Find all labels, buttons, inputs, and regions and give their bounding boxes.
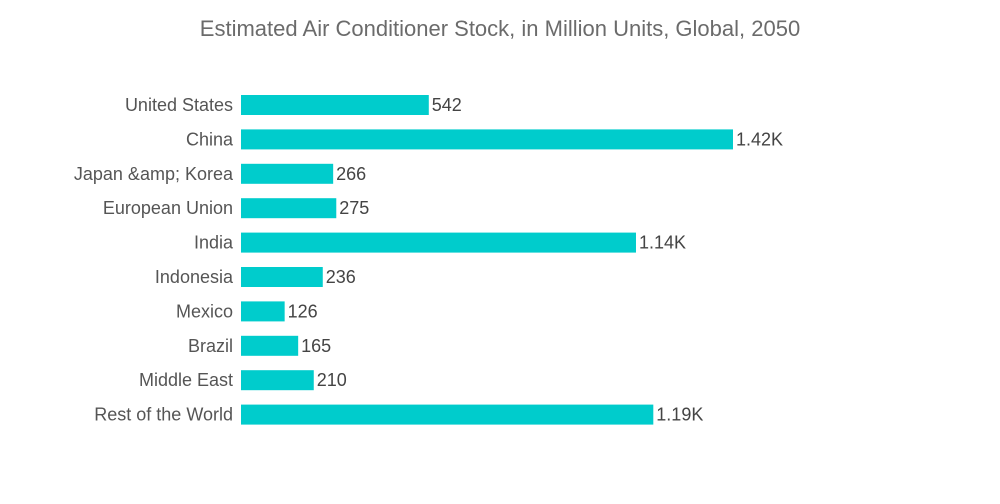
category-label: Mexico [176,301,233,321]
category-label: Brazil [188,336,233,356]
bar[interactable] [241,129,733,150]
bar[interactable] [241,198,337,219]
data-label: 542 [432,95,462,115]
bar[interactable] [241,335,299,356]
category-label: Japan &amp; Korea [74,164,234,184]
data-label: 1.42K [736,129,783,149]
data-label: 1.14K [639,233,686,253]
category-label: China [186,129,234,149]
chart-title: Estimated Air Conditioner Stock, in Mill… [199,16,801,41]
category-label: United States [125,95,233,115]
category-label: Indonesia [155,267,234,287]
data-label: 275 [339,198,369,218]
category-label: Rest of the World [94,405,233,425]
data-label: 1.19K [656,405,703,425]
data-label: 126 [288,301,318,321]
bar[interactable] [241,370,314,391]
category-label: European Union [103,198,233,218]
bar[interactable] [241,404,654,425]
data-label: 236 [326,267,356,287]
bar[interactable] [241,95,429,115]
data-label: 266 [336,164,366,184]
category-label: Middle East [139,370,233,390]
bar[interactable] [241,232,636,253]
bar[interactable] [241,301,285,322]
category-label: India [194,233,234,253]
data-label: 165 [301,336,331,356]
bar[interactable] [241,267,323,287]
bar[interactable] [241,163,334,184]
data-label: 210 [317,370,347,390]
